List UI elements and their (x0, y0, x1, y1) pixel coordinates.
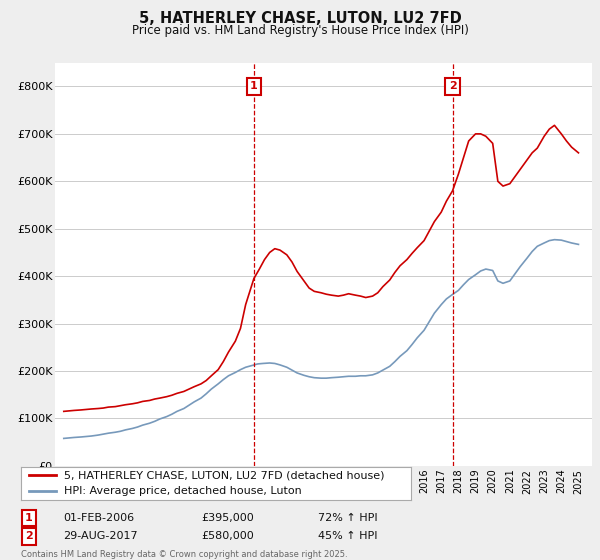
Text: HPI: Average price, detached house, Luton: HPI: Average price, detached house, Luto… (64, 487, 302, 496)
Text: 1: 1 (250, 81, 258, 91)
Text: Contains HM Land Registry data © Crown copyright and database right 2025.
This d: Contains HM Land Registry data © Crown c… (21, 550, 347, 560)
Text: 01-FEB-2006: 01-FEB-2006 (63, 513, 134, 523)
Text: 45% ↑ HPI: 45% ↑ HPI (318, 531, 377, 542)
Text: Price paid vs. HM Land Registry's House Price Index (HPI): Price paid vs. HM Land Registry's House … (131, 24, 469, 36)
Text: 29-AUG-2017: 29-AUG-2017 (63, 531, 137, 542)
Text: £580,000: £580,000 (201, 531, 254, 542)
Text: 5, HATHERLEY CHASE, LUTON, LU2 7FD: 5, HATHERLEY CHASE, LUTON, LU2 7FD (139, 11, 461, 26)
Text: 2: 2 (449, 81, 457, 91)
Text: 5, HATHERLEY CHASE, LUTON, LU2 7FD (detached house): 5, HATHERLEY CHASE, LUTON, LU2 7FD (deta… (64, 470, 385, 480)
Text: £395,000: £395,000 (201, 513, 254, 523)
Text: 2: 2 (25, 531, 32, 542)
Text: 72% ↑ HPI: 72% ↑ HPI (318, 513, 377, 523)
Text: 1: 1 (25, 513, 32, 523)
